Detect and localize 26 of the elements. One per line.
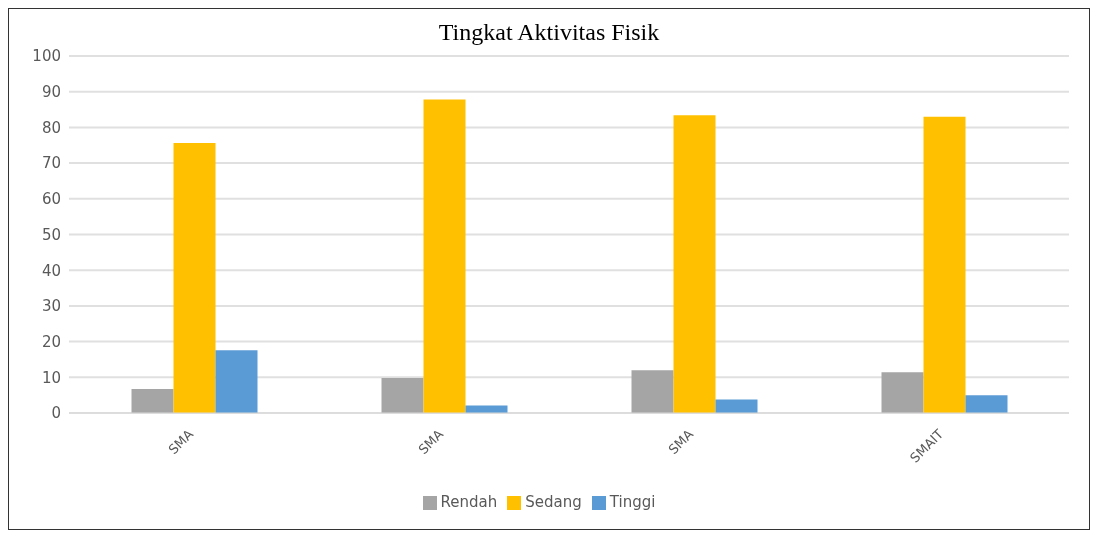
y-tick-label: 40 xyxy=(41,261,61,280)
y-tick-label: 10 xyxy=(41,368,61,387)
y-tick-label: 30 xyxy=(41,297,61,316)
y-tick-label: 50 xyxy=(41,225,61,244)
bar xyxy=(881,372,924,413)
y-tick-label: 80 xyxy=(41,118,61,137)
y-tick-label: 20 xyxy=(41,332,61,351)
y-tick-label: 100 xyxy=(32,47,61,66)
bar xyxy=(381,378,424,413)
legend-label: Sedang xyxy=(525,493,582,511)
bar xyxy=(173,143,216,413)
legend-label: Tinggi xyxy=(609,493,656,511)
bar xyxy=(923,116,966,413)
bar xyxy=(673,115,716,413)
bar xyxy=(631,370,674,413)
chart-title: Tingkat Aktivitas Fisik xyxy=(437,19,661,46)
bar xyxy=(423,99,466,413)
bar xyxy=(215,350,258,413)
bar xyxy=(965,395,1008,413)
bar xyxy=(715,399,758,413)
y-tick-label: 70 xyxy=(41,154,61,173)
y-tick-label: 0 xyxy=(51,404,61,423)
bar xyxy=(131,389,174,413)
y-tick-label: 90 xyxy=(41,83,61,102)
y-tick-label: 60 xyxy=(41,190,61,209)
legend-label: Rendah xyxy=(440,493,498,511)
